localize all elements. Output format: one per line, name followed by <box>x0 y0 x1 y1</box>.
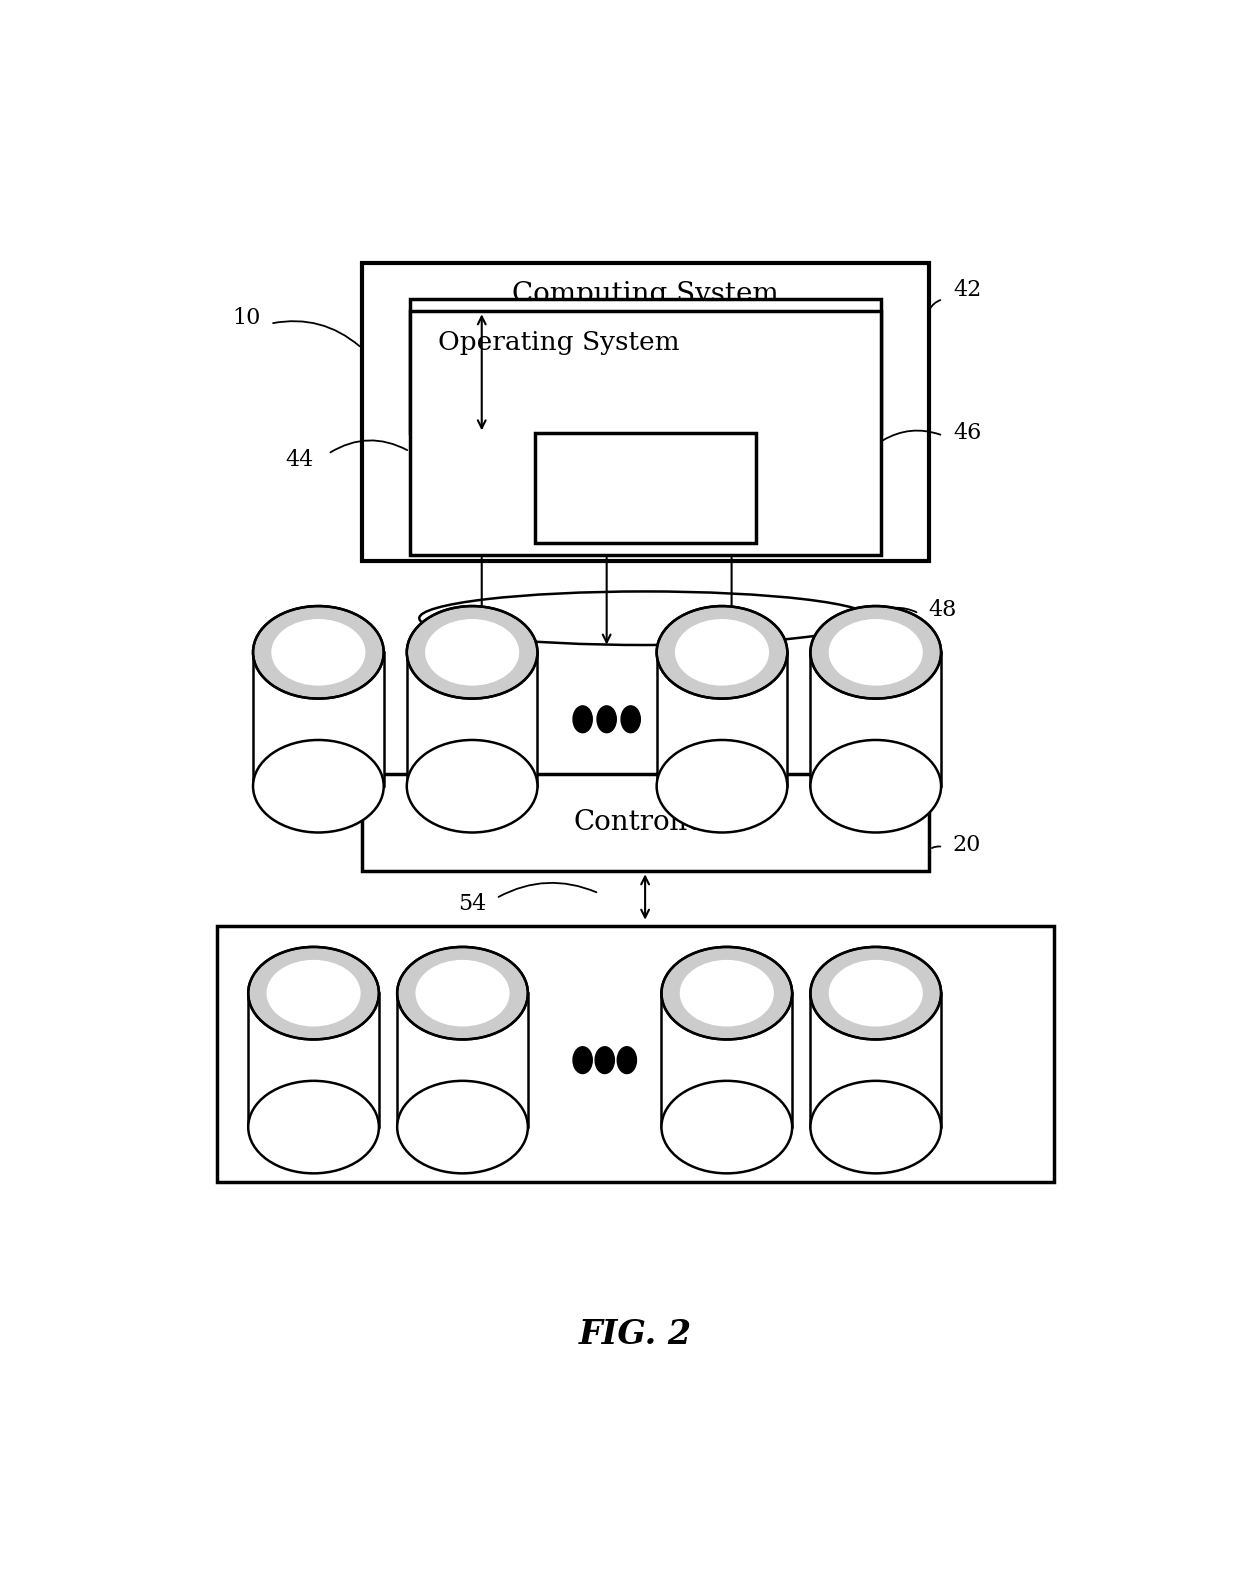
Ellipse shape <box>661 947 792 1039</box>
Bar <box>253 653 383 786</box>
Ellipse shape <box>419 591 870 645</box>
Ellipse shape <box>675 620 769 686</box>
Ellipse shape <box>661 1081 792 1173</box>
Text: 50: 50 <box>458 754 486 776</box>
Text: 54: 54 <box>458 893 486 915</box>
Text: Controller: Controller <box>573 809 717 836</box>
Bar <box>534 433 755 542</box>
Ellipse shape <box>397 947 528 1039</box>
Text: Computing System: Computing System <box>512 281 779 308</box>
Text: LD: LD <box>456 721 489 743</box>
Ellipse shape <box>595 1047 614 1073</box>
Text: Operating System: Operating System <box>439 330 680 354</box>
Ellipse shape <box>596 705 616 732</box>
Text: LD: LD <box>706 721 738 743</box>
Ellipse shape <box>618 1047 636 1073</box>
Text: 34: 34 <box>449 1096 476 1118</box>
Text: PD: PD <box>446 1061 479 1083</box>
Bar <box>248 993 379 1127</box>
Ellipse shape <box>267 960 361 1026</box>
Ellipse shape <box>425 620 520 686</box>
Bar <box>217 926 1054 1183</box>
Ellipse shape <box>621 705 640 732</box>
Ellipse shape <box>828 620 923 686</box>
Ellipse shape <box>573 1047 593 1073</box>
Text: Application: Application <box>569 354 722 379</box>
Ellipse shape <box>657 606 787 699</box>
Text: 50: 50 <box>708 754 737 776</box>
Text: 46: 46 <box>952 422 981 444</box>
Ellipse shape <box>661 947 792 1039</box>
Text: 34: 34 <box>299 1096 327 1118</box>
Bar <box>362 262 929 561</box>
Text: 50: 50 <box>862 754 890 776</box>
Text: File System: File System <box>574 476 715 500</box>
Ellipse shape <box>253 740 383 833</box>
Text: 44: 44 <box>285 449 314 471</box>
Bar <box>657 653 787 786</box>
Ellipse shape <box>680 960 774 1026</box>
Bar <box>409 311 880 555</box>
Ellipse shape <box>657 740 787 833</box>
Ellipse shape <box>415 960 510 1026</box>
Ellipse shape <box>248 947 379 1039</box>
Ellipse shape <box>397 1081 528 1173</box>
Ellipse shape <box>811 606 941 699</box>
Bar <box>661 993 792 1127</box>
Ellipse shape <box>828 960 923 1026</box>
Ellipse shape <box>657 606 787 699</box>
Bar <box>397 993 528 1127</box>
Ellipse shape <box>272 620 366 686</box>
Text: LD: LD <box>859 721 892 743</box>
Text: 34: 34 <box>862 1096 890 1118</box>
Ellipse shape <box>253 606 383 699</box>
Text: PD: PD <box>711 1061 743 1083</box>
Ellipse shape <box>811 740 941 833</box>
Ellipse shape <box>397 947 528 1039</box>
Text: 48: 48 <box>929 599 957 621</box>
Text: PD: PD <box>859 1061 892 1083</box>
Ellipse shape <box>811 606 941 699</box>
Ellipse shape <box>811 1081 941 1173</box>
Bar <box>362 775 929 871</box>
Ellipse shape <box>573 705 593 732</box>
Ellipse shape <box>811 947 941 1039</box>
Ellipse shape <box>407 606 537 699</box>
Ellipse shape <box>407 606 537 699</box>
Text: 42: 42 <box>952 278 981 300</box>
Text: FIG. 2: FIG. 2 <box>579 1317 692 1350</box>
Text: 10: 10 <box>232 307 260 329</box>
Ellipse shape <box>248 1081 379 1173</box>
Text: 34: 34 <box>713 1096 742 1118</box>
Ellipse shape <box>811 947 941 1039</box>
Bar <box>811 993 941 1127</box>
Text: 20: 20 <box>952 833 981 855</box>
Text: PD: PD <box>298 1061 330 1083</box>
Text: LD: LD <box>303 721 335 743</box>
Bar <box>407 653 537 786</box>
Ellipse shape <box>248 947 379 1039</box>
Bar <box>409 299 880 433</box>
Ellipse shape <box>407 740 537 833</box>
Ellipse shape <box>253 606 383 699</box>
Text: 50: 50 <box>304 754 332 776</box>
Bar <box>811 653 941 786</box>
